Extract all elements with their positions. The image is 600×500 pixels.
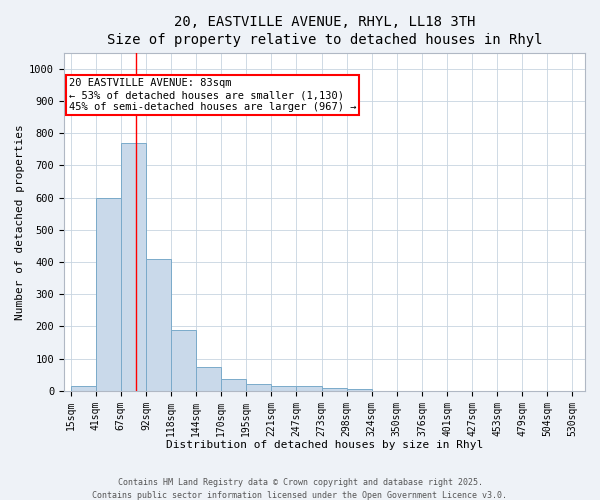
Bar (347, 390, 372, 391)
Title: 20, EASTVILLE AVENUE, RHYL, LL18 3TH
Size of property relative to detached house: 20, EASTVILLE AVENUE, RHYL, LL18 3TH Siz… (107, 15, 542, 48)
Bar (146, 259, 171, 391)
Bar (271, 386, 296, 391)
Bar (196, 366, 221, 391)
Bar (296, 386, 322, 391)
Text: Contains HM Land Registry data © Crown copyright and database right 2025.
Contai: Contains HM Land Registry data © Crown c… (92, 478, 508, 500)
Bar (246, 384, 271, 391)
Bar (71, 386, 96, 391)
Bar (221, 378, 246, 391)
Bar (96, 198, 121, 391)
Bar (121, 143, 146, 391)
X-axis label: Distribution of detached houses by size in Rhyl: Distribution of detached houses by size … (166, 440, 483, 450)
Y-axis label: Number of detached properties: Number of detached properties (15, 124, 25, 320)
Bar (171, 330, 196, 391)
Text: 20 EASTVILLE AVENUE: 83sqm
← 53% of detached houses are smaller (1,130)
45% of s: 20 EASTVILLE AVENUE: 83sqm ← 53% of deta… (69, 78, 356, 112)
Bar (322, 388, 347, 391)
